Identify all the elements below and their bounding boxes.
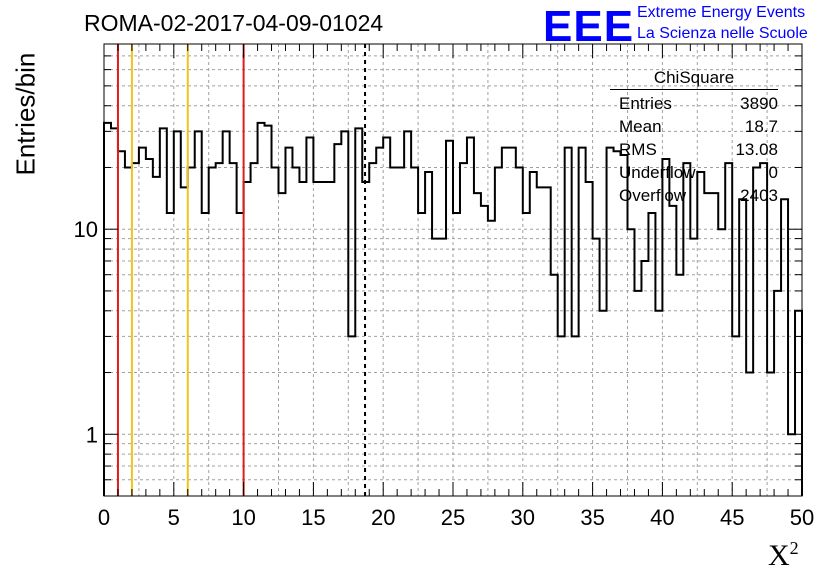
x-tick-label: 20 xyxy=(371,505,395,530)
stats-row-overflow: Overflow 2403 xyxy=(610,184,778,207)
stats-label: RMS xyxy=(619,140,657,159)
y-axis-label: Entries/bin xyxy=(10,52,41,176)
eee-logo: EEE xyxy=(543,2,635,51)
stats-value: 18.7 xyxy=(744,117,778,136)
logo-text-line2: La Scienza nelle Scuole xyxy=(637,25,808,42)
x-tick-label: 30 xyxy=(511,505,535,530)
x-tick-label: 45 xyxy=(720,505,744,530)
stats-value: 13.08 xyxy=(735,140,778,159)
histogram-series xyxy=(103,121,803,496)
stats-label: Entries xyxy=(619,94,672,113)
y-tick-label: 1 xyxy=(86,422,98,447)
stats-value: 0 xyxy=(768,163,778,182)
y-tick-label: 10 xyxy=(74,217,98,242)
x-tick-label: 10 xyxy=(231,505,255,530)
x-tick-label: 40 xyxy=(650,505,674,530)
x-tick-label: 15 xyxy=(301,505,325,530)
stats-title: ChiSquare xyxy=(610,68,778,90)
x-tick-label: 0 xyxy=(98,505,110,530)
x-axis-label-superscript: 2 xyxy=(789,538,799,558)
stats-value: 3890 xyxy=(740,94,778,113)
stats-row-entries: Entries 3890 xyxy=(610,92,778,115)
x-tick-label: 5 xyxy=(168,505,180,530)
x-tick-label: 35 xyxy=(580,505,604,530)
x-tick-label: 25 xyxy=(441,505,465,530)
stats-value: 2403 xyxy=(740,186,778,205)
stats-label: Mean xyxy=(619,117,662,136)
x-axis-label: X2 xyxy=(768,538,799,573)
x-tick-label: 50 xyxy=(790,505,814,530)
stats-box: ChiSquare Entries 3890 Mean 18.7 RMS 13.08 … xyxy=(610,68,778,207)
stats-row-underflow: Underflow 0 xyxy=(610,161,778,184)
stats-row-rms: RMS 13.08 xyxy=(610,138,778,161)
plot-title: ROMA-02-2017-04-09-01024 xyxy=(84,10,384,36)
logo-text-line1: Extreme Energy Events xyxy=(637,4,806,21)
stats-label: Overflow xyxy=(619,186,687,205)
stats-row-mean: Mean 18.7 xyxy=(610,115,778,138)
stats-label: Underflow xyxy=(619,163,696,182)
x-axis-label-base: X xyxy=(768,539,790,572)
